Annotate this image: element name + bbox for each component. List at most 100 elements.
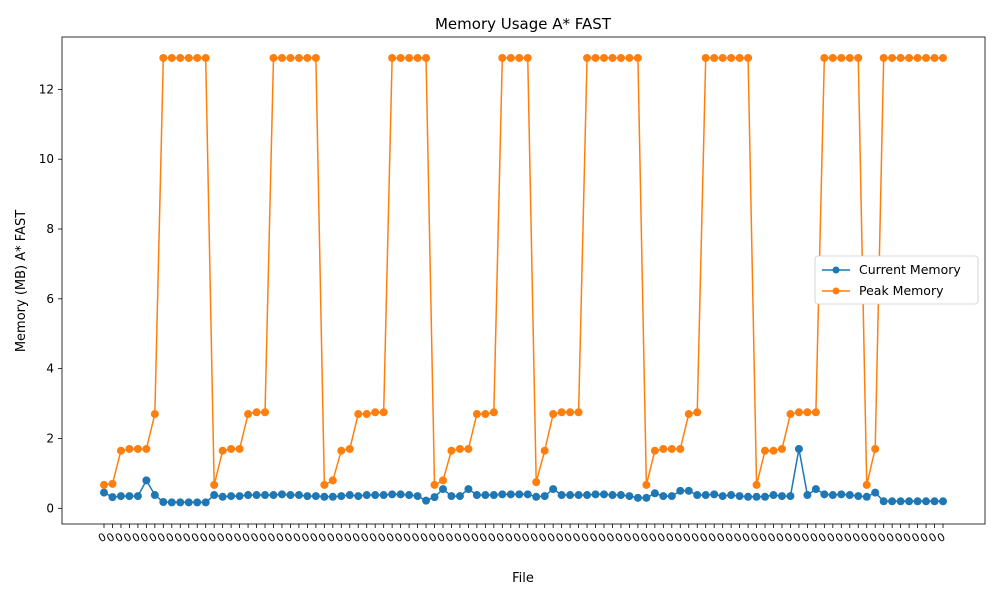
current-memory-point xyxy=(650,489,659,498)
peak-memory-line xyxy=(103,57,943,487)
peak-memory-point xyxy=(472,410,481,419)
peak-memory-point xyxy=(540,446,549,455)
peak-memory-point xyxy=(269,53,278,62)
peak-memory-point xyxy=(616,53,625,62)
current-memory-point xyxy=(871,488,880,497)
peak-memory-point xyxy=(277,53,286,62)
peak-memory-point xyxy=(930,53,939,62)
peak-memory-point xyxy=(413,53,422,62)
current-memory-point xyxy=(455,492,464,501)
peak-memory-point xyxy=(150,410,159,419)
y-tick-label: 6 xyxy=(46,292,54,306)
current-memory-point xyxy=(337,492,346,501)
current-memory-point xyxy=(727,491,736,500)
peak-memory-point xyxy=(235,444,244,453)
peak-memory-point xyxy=(125,444,134,453)
peak-memory-point xyxy=(142,444,151,453)
peak-memory-point xyxy=(354,410,363,419)
peak-memory-point xyxy=(922,53,931,62)
peak-memory-point xyxy=(447,446,456,455)
current-memory-point xyxy=(845,491,854,500)
current-memory-point xyxy=(642,493,651,502)
current-memory-point xyxy=(464,485,473,494)
peak-memory-point xyxy=(684,410,693,419)
current-memory-point xyxy=(574,491,583,500)
peak-memory-point xyxy=(455,444,464,453)
current-memory-point xyxy=(311,492,320,501)
peak-memory-point xyxy=(820,53,829,62)
peak-memory-point xyxy=(871,444,880,453)
peak-memory-point xyxy=(261,408,270,417)
current-memory-point xyxy=(515,490,524,499)
current-memory-point xyxy=(328,492,337,501)
y-axis-ticks: 0 2 4 6 8 10 12 xyxy=(39,82,62,515)
current-memory-point xyxy=(752,492,761,501)
peak-memory-point xyxy=(888,53,897,62)
current-memory-point xyxy=(659,492,668,501)
current-memory-point xyxy=(108,493,117,502)
current-memory-point xyxy=(854,492,863,501)
y-axis-label: Memory (MB) A* FAST xyxy=(14,210,29,352)
current-memory-point xyxy=(294,491,303,500)
series-layer xyxy=(100,53,947,507)
current-memory-point xyxy=(142,476,151,485)
peak-memory-point xyxy=(133,444,142,453)
peak-memory-point xyxy=(591,53,600,62)
current-memory-point xyxy=(625,492,634,501)
current-memory-point xyxy=(769,491,778,500)
legend: Current Memory Peak Memory xyxy=(814,255,979,305)
current-memory-point xyxy=(269,491,278,500)
current-memory-point xyxy=(913,497,922,506)
peak-memory-point xyxy=(667,444,676,453)
peak-memory-point xyxy=(574,408,583,417)
current-memory-line xyxy=(103,448,943,504)
peak-memory-point xyxy=(227,444,236,453)
peak-memory-point xyxy=(642,480,651,489)
current-memory-point xyxy=(218,492,227,501)
y-tick-label: 0 xyxy=(46,501,54,515)
current-memory-point xyxy=(133,492,142,501)
peak-memory-point xyxy=(218,446,227,455)
current-memory-point xyxy=(794,444,803,453)
peak-memory-point xyxy=(718,53,727,62)
current-memory-point xyxy=(176,498,185,507)
current-memory-point xyxy=(676,486,685,495)
current-memory-point xyxy=(201,498,210,507)
current-memory-point xyxy=(371,491,380,500)
peak-memory-point xyxy=(786,410,795,419)
peak-memory-point xyxy=(337,446,346,455)
peak-memory-point xyxy=(515,53,524,62)
y-tick-label: 8 xyxy=(46,222,54,236)
current-memory-point xyxy=(150,491,159,500)
peak-memory-point xyxy=(735,53,744,62)
current-memory-point xyxy=(481,491,490,500)
current-memory-point xyxy=(905,497,914,506)
current-memory-point xyxy=(820,490,829,499)
peak-memory-point xyxy=(489,408,498,417)
current-memory-point xyxy=(600,490,609,499)
current-memory-point xyxy=(413,492,422,501)
peak-memory-point xyxy=(854,53,863,62)
peak-memory-point xyxy=(210,480,219,489)
current-memory-point xyxy=(167,498,176,507)
peak-memory-point xyxy=(244,410,253,419)
peak-memory-point xyxy=(862,480,871,489)
peak-memory-point xyxy=(506,53,515,62)
current-memory-point xyxy=(786,492,795,501)
current-memory-point xyxy=(616,491,625,500)
current-memory-point xyxy=(396,490,405,499)
current-memory-point xyxy=(811,485,820,494)
y-tick-label: 10 xyxy=(39,152,54,166)
peak-memory-point xyxy=(939,53,947,62)
peak-memory-point xyxy=(752,480,761,489)
legend-swatch-peak-marker xyxy=(832,287,840,295)
peak-memory-point xyxy=(811,408,820,417)
current-memory-point xyxy=(506,490,515,499)
peak-memory-point xyxy=(913,53,922,62)
peak-memory-point xyxy=(659,444,668,453)
legend-label-peak: Peak Memory xyxy=(859,283,944,298)
peak-memory-point xyxy=(905,53,914,62)
current-memory-point xyxy=(583,491,592,500)
current-memory-point xyxy=(430,493,439,502)
